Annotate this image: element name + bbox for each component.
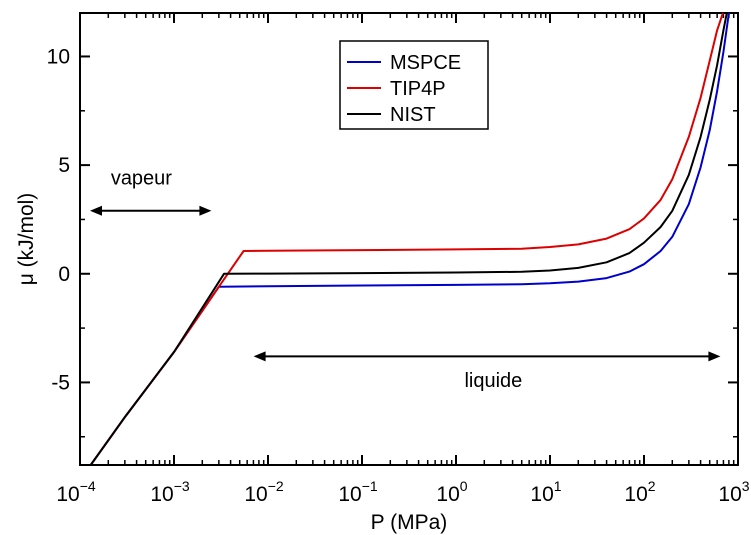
legend-entry: NIST bbox=[390, 104, 436, 126]
arrow-head bbox=[90, 205, 102, 216]
series-line-mspce bbox=[89, 13, 730, 465]
arrow-head bbox=[708, 351, 721, 362]
x-tick-label: 101 bbox=[530, 478, 561, 506]
arrow-head bbox=[253, 351, 266, 362]
ticks bbox=[79, 13, 739, 465]
series-line-nist bbox=[89, 13, 728, 465]
x-tick-label: 10−3 bbox=[150, 478, 190, 506]
legend-entry: MSPCE bbox=[390, 52, 461, 74]
annotations: vapeur liquide bbox=[90, 168, 721, 392]
x-tick-label: 100 bbox=[436, 478, 467, 506]
y-tick-label: -5 bbox=[51, 371, 70, 394]
annotation-liquide: liquide bbox=[464, 370, 522, 392]
x-tick-label: 10−4 bbox=[56, 478, 96, 506]
y-tick-label: 10 bbox=[47, 45, 70, 68]
arrow-head bbox=[199, 205, 212, 216]
y-tick-label: 5 bbox=[58, 154, 70, 177]
tick-labels: 10−4 10−3 10−2 10−1 100 101 102 103 -5 0 5 10 bbox=[47, 45, 750, 506]
x-tick-label: 10−2 bbox=[244, 478, 284, 506]
annotation-vapeur: vapeur bbox=[111, 168, 172, 190]
y-axis-label: μ (kJ/mol) bbox=[15, 193, 38, 286]
legend: MSPCE TIP4P NIST bbox=[339, 40, 489, 130]
plot-frame bbox=[79, 12, 739, 466]
series-line-tip4p bbox=[89, 13, 724, 465]
legend-entry: TIP4P bbox=[390, 78, 446, 100]
series-lines bbox=[89, 13, 730, 465]
x-tick-label: 10−1 bbox=[338, 478, 378, 506]
x-tick-label: 102 bbox=[624, 478, 655, 506]
x-tick-label: 103 bbox=[718, 478, 749, 506]
y-tick-label: 0 bbox=[58, 263, 70, 286]
x-axis-label: P (MPa) bbox=[371, 511, 448, 534]
